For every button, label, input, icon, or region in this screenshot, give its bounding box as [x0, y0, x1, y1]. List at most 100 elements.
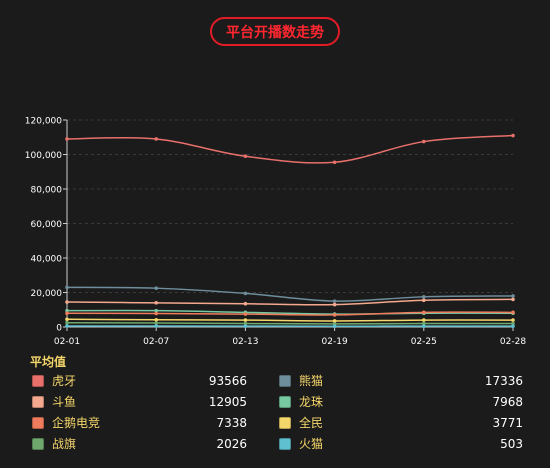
- y-tick-label: 60,000: [31, 220, 63, 230]
- legend-row: 虎牙 93566 熊猫 17336: [32, 370, 527, 391]
- legend-value: 93566: [208, 373, 247, 388]
- data-point: [65, 285, 69, 290]
- data-point: [243, 291, 248, 296]
- data-point: [511, 310, 515, 315]
- y-tick-label: 20,000: [31, 289, 63, 299]
- legend-label: 火猫: [299, 437, 324, 451]
- series-lines: [65, 133, 515, 329]
- x-tick-label: 02-25: [411, 337, 437, 347]
- x-tick-label: 02-01: [54, 337, 80, 347]
- color-swatch: [279, 437, 291, 450]
- data-point: [332, 313, 337, 317]
- legend-item-huya[interactable]: 虎牙 93566: [32, 372, 279, 389]
- data-point: [154, 301, 158, 305]
- data-point: [332, 302, 337, 307]
- line-chart: 0 20,000 40,000 60,000 80,000 100,000 120,000 0…: [25, 117, 527, 348]
- data-point: [243, 321, 248, 326]
- data-point: [65, 324, 69, 328]
- legend-label: 企鹅电竞: [52, 416, 101, 430]
- legend-item-huomao[interactable]: 火猫 503: [279, 435, 527, 452]
- data-point: [243, 318, 248, 322]
- legend-label: 全民: [299, 416, 324, 430]
- legend-item-douyu[interactable]: 斗鱼 12905: [32, 393, 279, 410]
- x-tick-label: 02-07: [143, 337, 169, 347]
- legend-value: 17336: [484, 373, 523, 388]
- data-point: [422, 321, 426, 326]
- x-tick-label: 02-28: [500, 337, 526, 347]
- data-point: [65, 308, 69, 313]
- data-point: [422, 139, 426, 144]
- data-point: [154, 286, 158, 290]
- data-point: [154, 137, 158, 141]
- title-container: 平台开播数走势: [0, 17, 550, 46]
- color-swatch: [279, 416, 291, 429]
- legend-label: 战旗: [52, 437, 77, 451]
- legend-label: 龙珠: [299, 395, 324, 409]
- data-point: [65, 137, 69, 141]
- legend-item-zhanqi[interactable]: 战旗 2026: [32, 435, 279, 452]
- legend-label: 虎牙: [52, 374, 77, 388]
- legend-item-quanmin[interactable]: 全民 3771: [279, 414, 527, 431]
- data-point: [511, 324, 515, 328]
- data-point: [243, 154, 248, 159]
- data-point: [154, 311, 158, 316]
- series-line: [66, 311, 514, 316]
- legend-label: 斗鱼: [52, 395, 77, 409]
- chart-title: 平台开播数走势: [210, 17, 340, 46]
- data-point: [511, 297, 515, 302]
- color-swatch: [32, 416, 44, 429]
- data-point: [154, 321, 158, 325]
- series-line: [66, 309, 514, 315]
- legend-row: 企鹅电竞 7338 全民 3771: [32, 412, 527, 433]
- legend-item-egame[interactable]: 企鹅电竞 7338: [32, 414, 279, 431]
- series-line: [66, 321, 514, 325]
- data-point: [422, 324, 426, 328]
- x-tick-label: 02-19: [322, 337, 348, 347]
- series-line: [66, 298, 514, 306]
- average-legend: 虎牙 93566 熊猫 17336 斗鱼 12905 龙珠 7968 企鹅电竞 …: [32, 370, 527, 454]
- data-point: [332, 299, 337, 303]
- legend-value: 7338: [216, 415, 247, 430]
- legend-row: 战旗 2026 火猫 503: [32, 433, 527, 454]
- legend-value: 7968: [492, 394, 523, 409]
- legend-row: 斗鱼 12905 龙珠 7968: [32, 391, 527, 412]
- data-point: [154, 324, 158, 328]
- data-point: [65, 320, 69, 325]
- color-swatch: [279, 395, 291, 408]
- data-point: [422, 298, 426, 303]
- legend-value: 503: [500, 436, 523, 451]
- data-point: [332, 160, 337, 165]
- data-point: [154, 308, 158, 313]
- axes: 0 20,000 40,000 60,000 80,000 100,000 120,000 0…: [25, 117, 527, 348]
- data-point: [65, 300, 69, 304]
- series-line: [66, 286, 514, 302]
- series-line: [66, 134, 514, 164]
- data-point: [332, 324, 337, 329]
- legend-value: 3771: [492, 415, 523, 430]
- y-tick-label: 80,000: [31, 186, 63, 196]
- data-point: [65, 317, 69, 322]
- grid-lines: [67, 119, 513, 293]
- legend-value: 12905: [208, 394, 247, 409]
- data-point: [422, 310, 426, 315]
- average-section-title: 平均值: [30, 355, 67, 369]
- data-point: [65, 311, 69, 316]
- data-point: [511, 133, 515, 138]
- data-point: [243, 324, 248, 328]
- legend-item-longzhu[interactable]: 龙珠 7968: [279, 393, 527, 410]
- y-tick-label: 40,000: [31, 255, 63, 265]
- data-point: [511, 318, 515, 322]
- color-swatch: [32, 395, 44, 408]
- legend-item-panda[interactable]: 熊猫 17336: [279, 372, 527, 389]
- data-point: [511, 294, 515, 298]
- y-tick-label: 100,000: [25, 151, 62, 161]
- color-swatch: [32, 437, 44, 450]
- data-point: [422, 318, 426, 322]
- data-point: [243, 301, 248, 306]
- color-swatch: [32, 374, 44, 387]
- legend-label: 熊猫: [299, 374, 324, 388]
- data-point: [243, 312, 248, 316]
- color-swatch: [279, 374, 291, 387]
- y-tick-label: 0: [56, 324, 62, 334]
- data-point: [332, 319, 337, 323]
